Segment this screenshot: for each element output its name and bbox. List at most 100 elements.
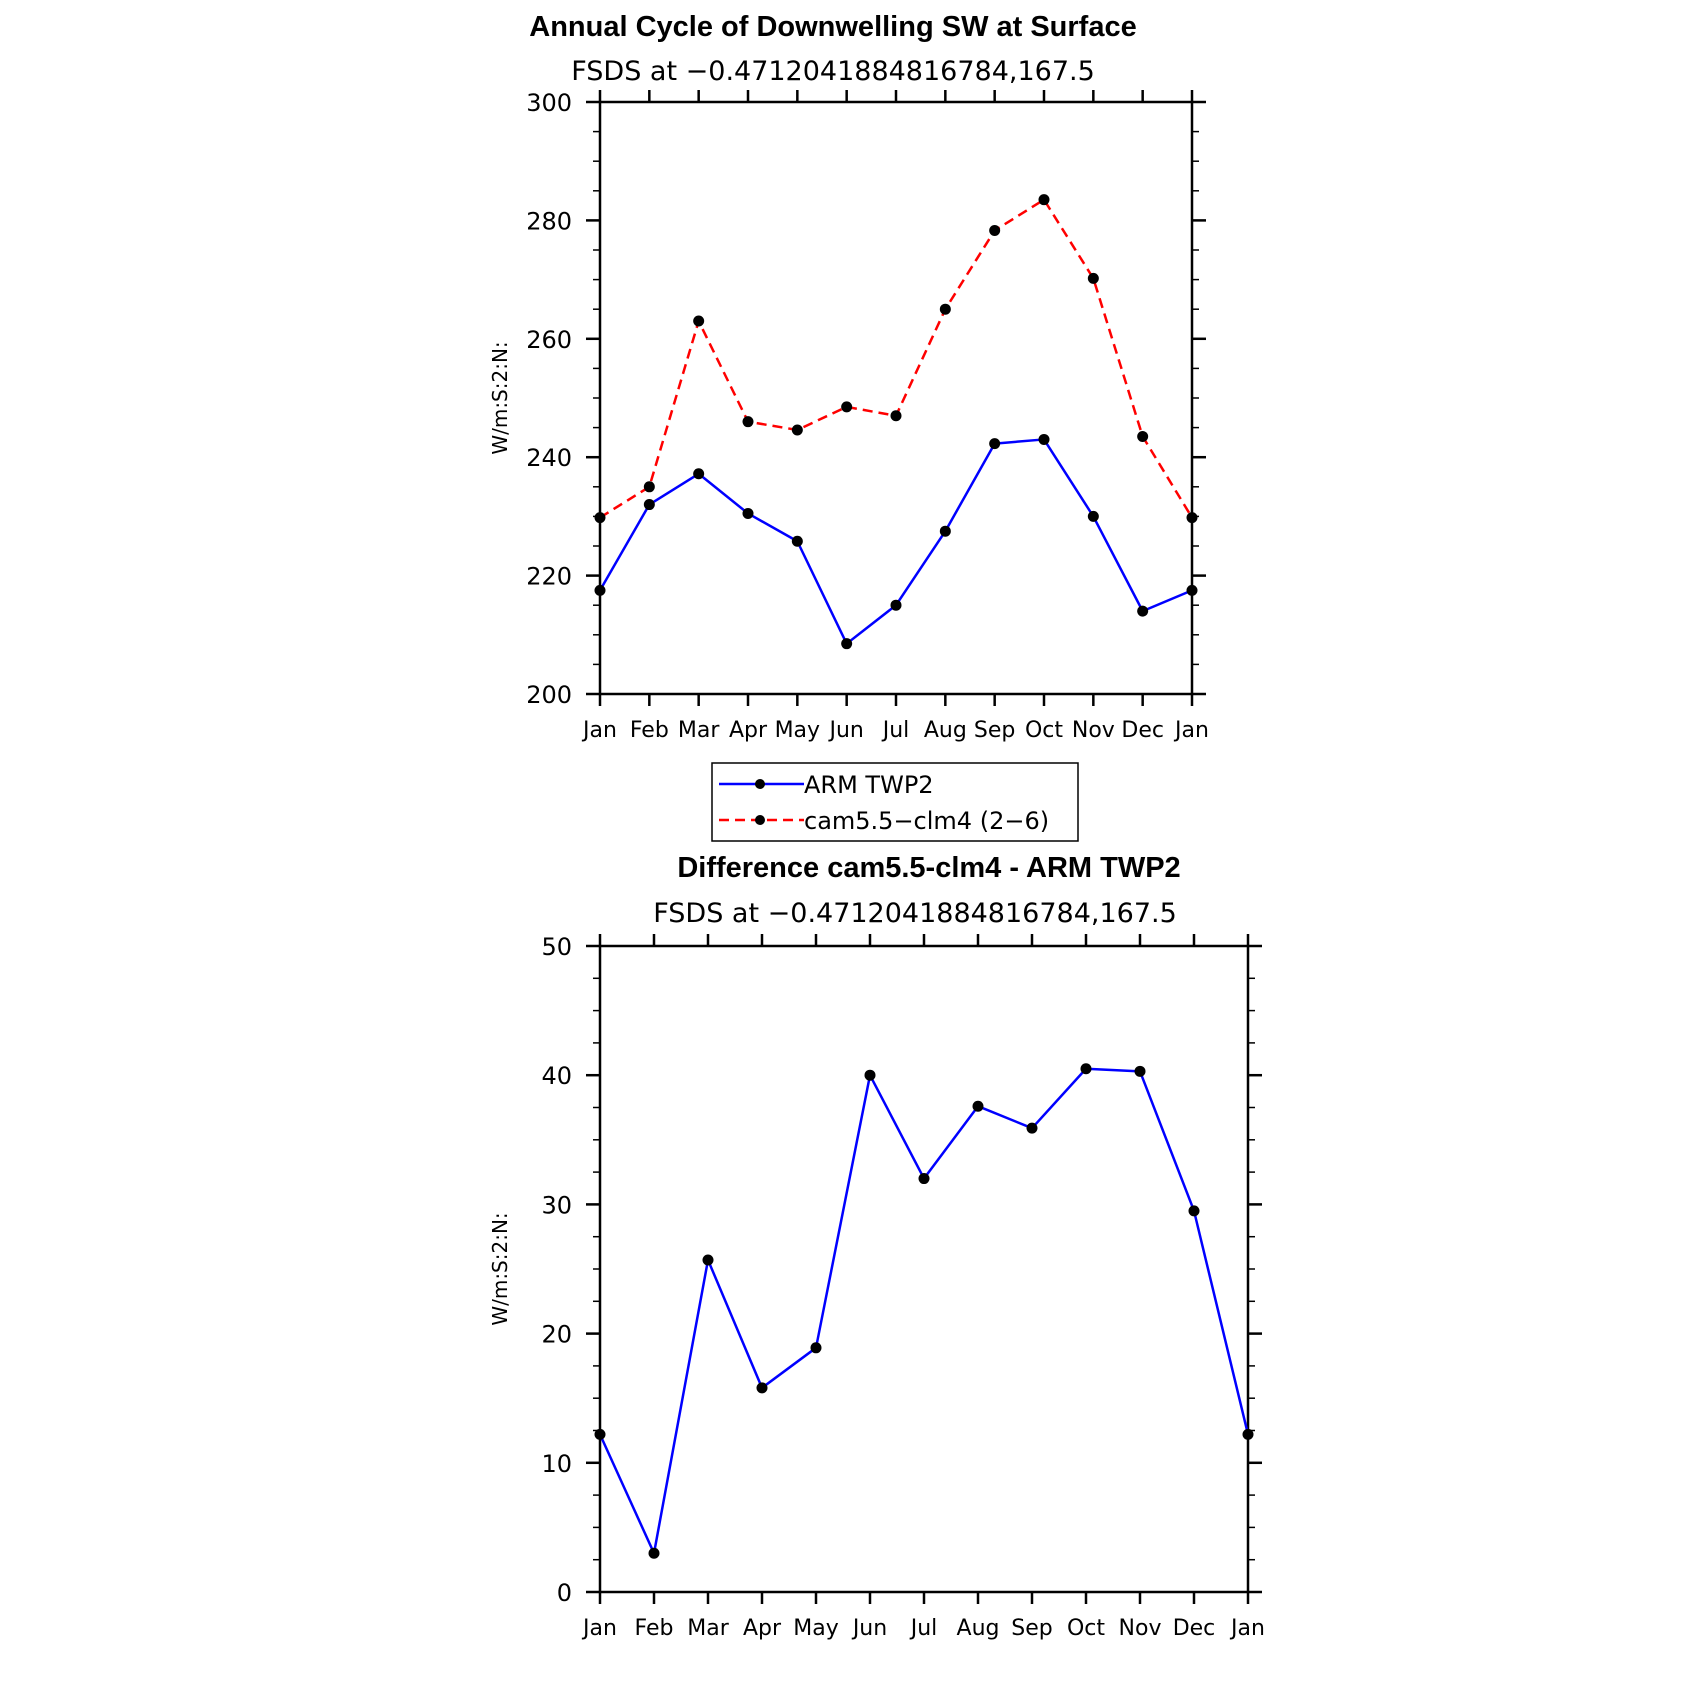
- bottom-xtick-label: Jan: [1229, 1616, 1265, 1641]
- top-xtick-label: Feb: [630, 718, 669, 743]
- top-series-1-point: [1186, 512, 1198, 524]
- top-series-1-point: [841, 401, 853, 413]
- bottom-series-0-point: [1080, 1063, 1092, 1075]
- bottom-xtick-label: Apr: [743, 1616, 782, 1641]
- bottom-series-0-point: [756, 1382, 768, 1394]
- top-chart-plot-area: [594, 194, 1198, 650]
- top-series-1-point: [939, 303, 951, 315]
- top-xtick-label: Oct: [1025, 718, 1063, 743]
- bottom-series-0-point: [918, 1173, 930, 1185]
- bottom-series-0-point: [1242, 1428, 1254, 1440]
- top-series-0-point: [643, 499, 655, 511]
- top-series-1-point: [693, 315, 705, 327]
- top-ylabel: W/m:S:2:N:: [488, 341, 512, 454]
- bottom-xtick-label: Mar: [687, 1616, 729, 1641]
- legend-marker-cam55-clm4: [755, 815, 765, 825]
- legend-marker-arm-twp2: [755, 779, 765, 789]
- top-xtick-label: Nov: [1072, 718, 1115, 743]
- bottom-series-0-point: [972, 1100, 984, 1112]
- bottom-ytick-label: 40: [541, 1062, 572, 1090]
- top-xtick-label: Jan: [581, 718, 617, 743]
- bottom-chart-axes: 0 10 20 30 40 50 Jan Feb Mar Apr May Jun Jul Aug Sep Oc…: [488, 933, 1265, 1641]
- top-xtick-label: Apr: [729, 718, 768, 743]
- top-series-0-point: [791, 535, 803, 547]
- difference-panel: Difference cam5.5-clm4 - ARM TWP2 FSDS a…: [488, 852, 1265, 1641]
- top-series-0-point: [1087, 510, 1099, 522]
- top-series-0-point: [693, 468, 705, 480]
- legend-label-cam55-clm4: cam5.5−clm4 (2−6): [804, 807, 1049, 835]
- top-chart-axes: 200 220 240 260 280 300 Jan Feb Mar Apr May Jun Jul A…: [488, 89, 1209, 743]
- top-ytick-label: 260: [526, 326, 572, 354]
- bottom-ytick-label: 50: [541, 933, 572, 961]
- top-xtick-label: Sep: [974, 718, 1015, 743]
- bottom-xtick-label: Aug: [957, 1616, 1000, 1641]
- bottom-chart-title: Difference cam5.5-clm4 - ARM TWP2: [677, 852, 1180, 884]
- top-ytick-label: 280: [526, 207, 572, 235]
- bottom-ytick-label: 10: [541, 1450, 572, 1478]
- bottom-xtick-label: Feb: [635, 1616, 674, 1641]
- top-xtick-label: Dec: [1121, 718, 1164, 743]
- top-series-1-point: [742, 416, 754, 428]
- bottom-xtick-label: Jan: [581, 1616, 617, 1641]
- top-xtick-label: Jan: [1173, 718, 1209, 743]
- top-series-0-point: [989, 438, 1001, 450]
- legend: ARM TWP2 cam5.5−clm4 (2−6): [711, 762, 1079, 842]
- bottom-ytick-label: 30: [541, 1191, 572, 1219]
- bottom-plot-frame: [598, 944, 1250, 1594]
- top-series-1-point: [1038, 194, 1050, 206]
- top-xtick-label: Jun: [827, 718, 863, 743]
- top-series-1-point: [594, 512, 606, 524]
- top-series-1-point: [643, 481, 655, 493]
- top-series-1-point: [791, 424, 803, 436]
- bottom-series-0-line: [598, 1067, 1250, 1555]
- bottom-xtick-label: Jul: [909, 1616, 938, 1641]
- top-ytick-label: 300: [526, 89, 572, 117]
- legend-box: [711, 762, 1079, 842]
- top-series-0-point: [890, 599, 902, 611]
- top-series-1-line: [599, 198, 1194, 519]
- top-chart-subtitle: FSDS at −0.4712041884816784,167.5: [571, 56, 1095, 87]
- top-ytick-label: 200: [526, 681, 572, 709]
- top-xtick-label: Jul: [881, 718, 910, 743]
- top-series-1-point: [1087, 272, 1099, 284]
- bottom-chart-subtitle: FSDS at −0.4712041884816784,167.5: [653, 898, 1177, 929]
- legend-label-arm-twp2: ARM TWP2: [804, 771, 934, 799]
- bottom-ylabel: W/m:S:2:N:: [488, 1212, 512, 1325]
- top-ytick-label: 240: [526, 444, 572, 472]
- bottom-ytick-label: 0: [557, 1579, 572, 1607]
- top-series-0-point: [1186, 584, 1198, 596]
- top-xtick-label: May: [775, 718, 820, 743]
- bottom-xtick-label: Oct: [1067, 1616, 1105, 1641]
- bottom-series-0-point: [1188, 1205, 1200, 1217]
- bottom-ytick-label: 20: [541, 1321, 572, 1349]
- top-series-0-point: [841, 638, 853, 650]
- top-series-0-point: [594, 584, 606, 596]
- bottom-xtick-label: May: [793, 1616, 838, 1641]
- annual-cycle-panel: Annual Cycle of Downwelling SW at Surfac…: [488, 11, 1209, 743]
- top-series-0-point: [939, 525, 951, 537]
- bottom-xtick-label: Jun: [851, 1616, 887, 1641]
- top-series-0-point: [1137, 605, 1149, 617]
- top-chart-title: Annual Cycle of Downwelling SW at Surfac…: [529, 11, 1136, 43]
- top-series-1-point: [890, 410, 902, 422]
- top-series-0-line: [598, 438, 1193, 645]
- bottom-series-0-point: [1134, 1065, 1146, 1077]
- bottom-xtick-label: Nov: [1119, 1616, 1162, 1641]
- top-series-0-point: [742, 507, 754, 519]
- bottom-series-0-point: [864, 1069, 876, 1081]
- top-series-1-point: [1137, 430, 1149, 442]
- bottom-xtick-label: Dec: [1173, 1616, 1216, 1641]
- bottom-series-0-point: [810, 1342, 822, 1354]
- bottom-xtick-label: Sep: [1011, 1616, 1052, 1641]
- bottom-chart-plot-area: [594, 1063, 1254, 1559]
- top-series-0-point: [1038, 433, 1050, 445]
- bottom-series-0-point: [702, 1254, 714, 1266]
- top-ytick-label: 220: [526, 563, 572, 591]
- bottom-series-0-point: [594, 1428, 606, 1440]
- top-series-1-point: [989, 224, 1001, 236]
- top-xtick-label: Mar: [678, 718, 720, 743]
- top-xtick-label: Aug: [924, 718, 967, 743]
- bottom-series-0-point: [1026, 1122, 1038, 1134]
- bottom-series-0-point: [648, 1547, 660, 1559]
